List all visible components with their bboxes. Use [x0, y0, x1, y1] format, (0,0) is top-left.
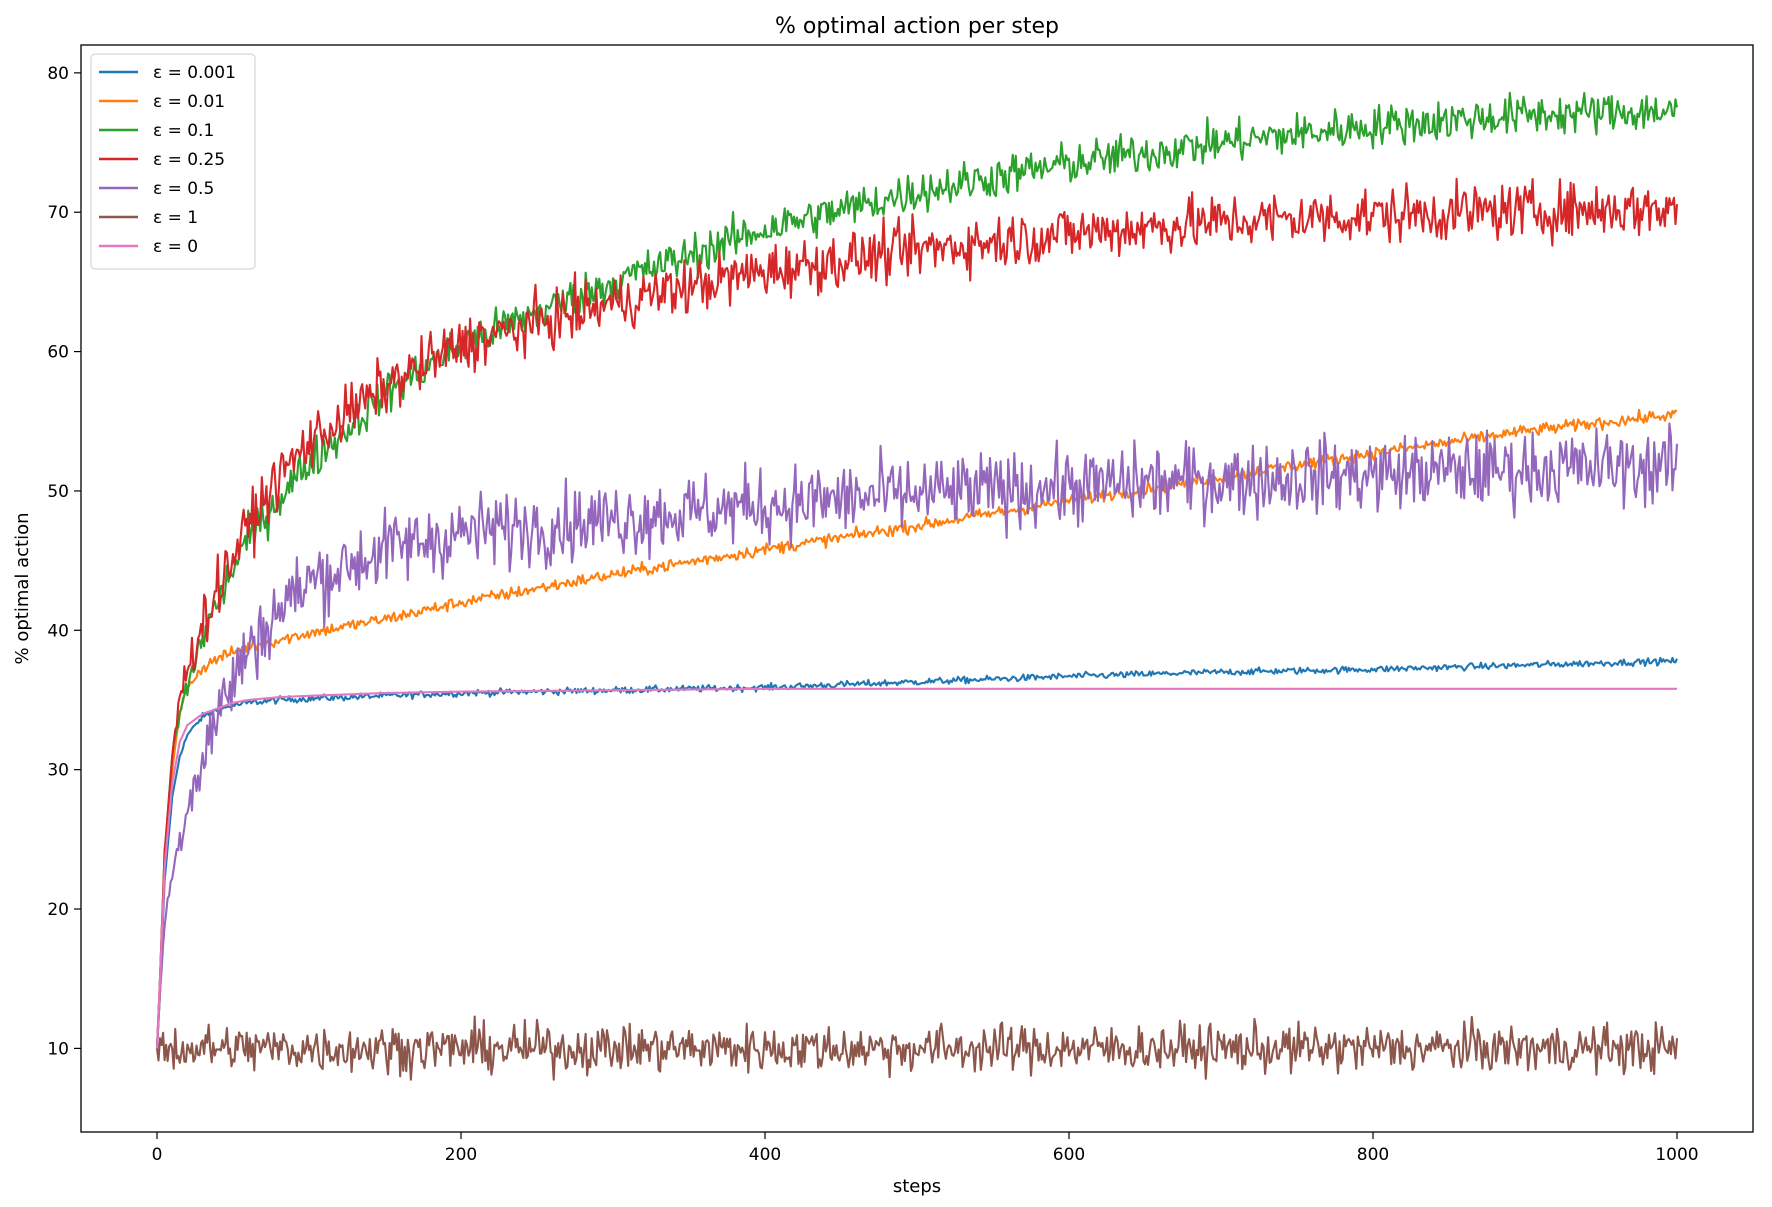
series-line-1 [155, 408, 1678, 1049]
series-line-0 [155, 656, 1678, 1049]
chart-title: % optimal action per step [775, 14, 1059, 39]
x-tick-label: 1000 [1655, 1145, 1698, 1165]
series-line-5 [155, 1015, 1679, 1081]
y-axis: 10 20 30 40 50 60 70 80 [47, 64, 81, 1059]
legend-label: ε = 0.1 [153, 121, 214, 141]
y-axis-title: % optimal action [12, 512, 33, 664]
y-tick-label: 30 [47, 761, 69, 781]
y-tick-label: 40 [47, 621, 69, 641]
series-line-3 [155, 177, 1679, 1049]
y-tick-label: 80 [47, 64, 69, 84]
legend-label: ε = 0.001 [153, 63, 236, 83]
y-tick-label: 60 [47, 343, 69, 363]
legend-label: ε = 0 [153, 237, 198, 257]
x-axis-title: steps [893, 1176, 941, 1197]
x-tick-label: 800 [1357, 1145, 1389, 1165]
legend-label: ε = 0.01 [153, 92, 225, 112]
x-tick-label: 0 [152, 1145, 163, 1165]
legend-label: ε = 0.25 [153, 150, 225, 170]
x-tick-label: 200 [445, 1145, 477, 1165]
y-tick-label: 50 [47, 482, 69, 502]
legend-label: ε = 0.5 [153, 179, 214, 199]
legend-label: ε = 1 [153, 208, 198, 228]
x-tick-label: 400 [749, 1145, 781, 1165]
x-tick-label: 600 [1053, 1145, 1085, 1165]
legend: ε = 0.001 ε = 0.01 ε = 0.1 ε = 0.25 ε = 0.5 ε… [90, 53, 256, 270]
x-axis: 0 200 400 600 800 1000 [152, 1132, 1699, 1165]
series-lines [155, 91, 1679, 1081]
series-line-6 [155, 687, 1677, 1049]
y-tick-label: 10 [47, 1039, 69, 1059]
series-line-2 [155, 91, 1679, 1049]
legend-box [90, 53, 256, 270]
series-line-4 [155, 422, 1679, 1049]
y-tick-label: 70 [47, 203, 69, 223]
plot-frame [80, 44, 1754, 1133]
y-tick-label: 20 [47, 900, 69, 920]
